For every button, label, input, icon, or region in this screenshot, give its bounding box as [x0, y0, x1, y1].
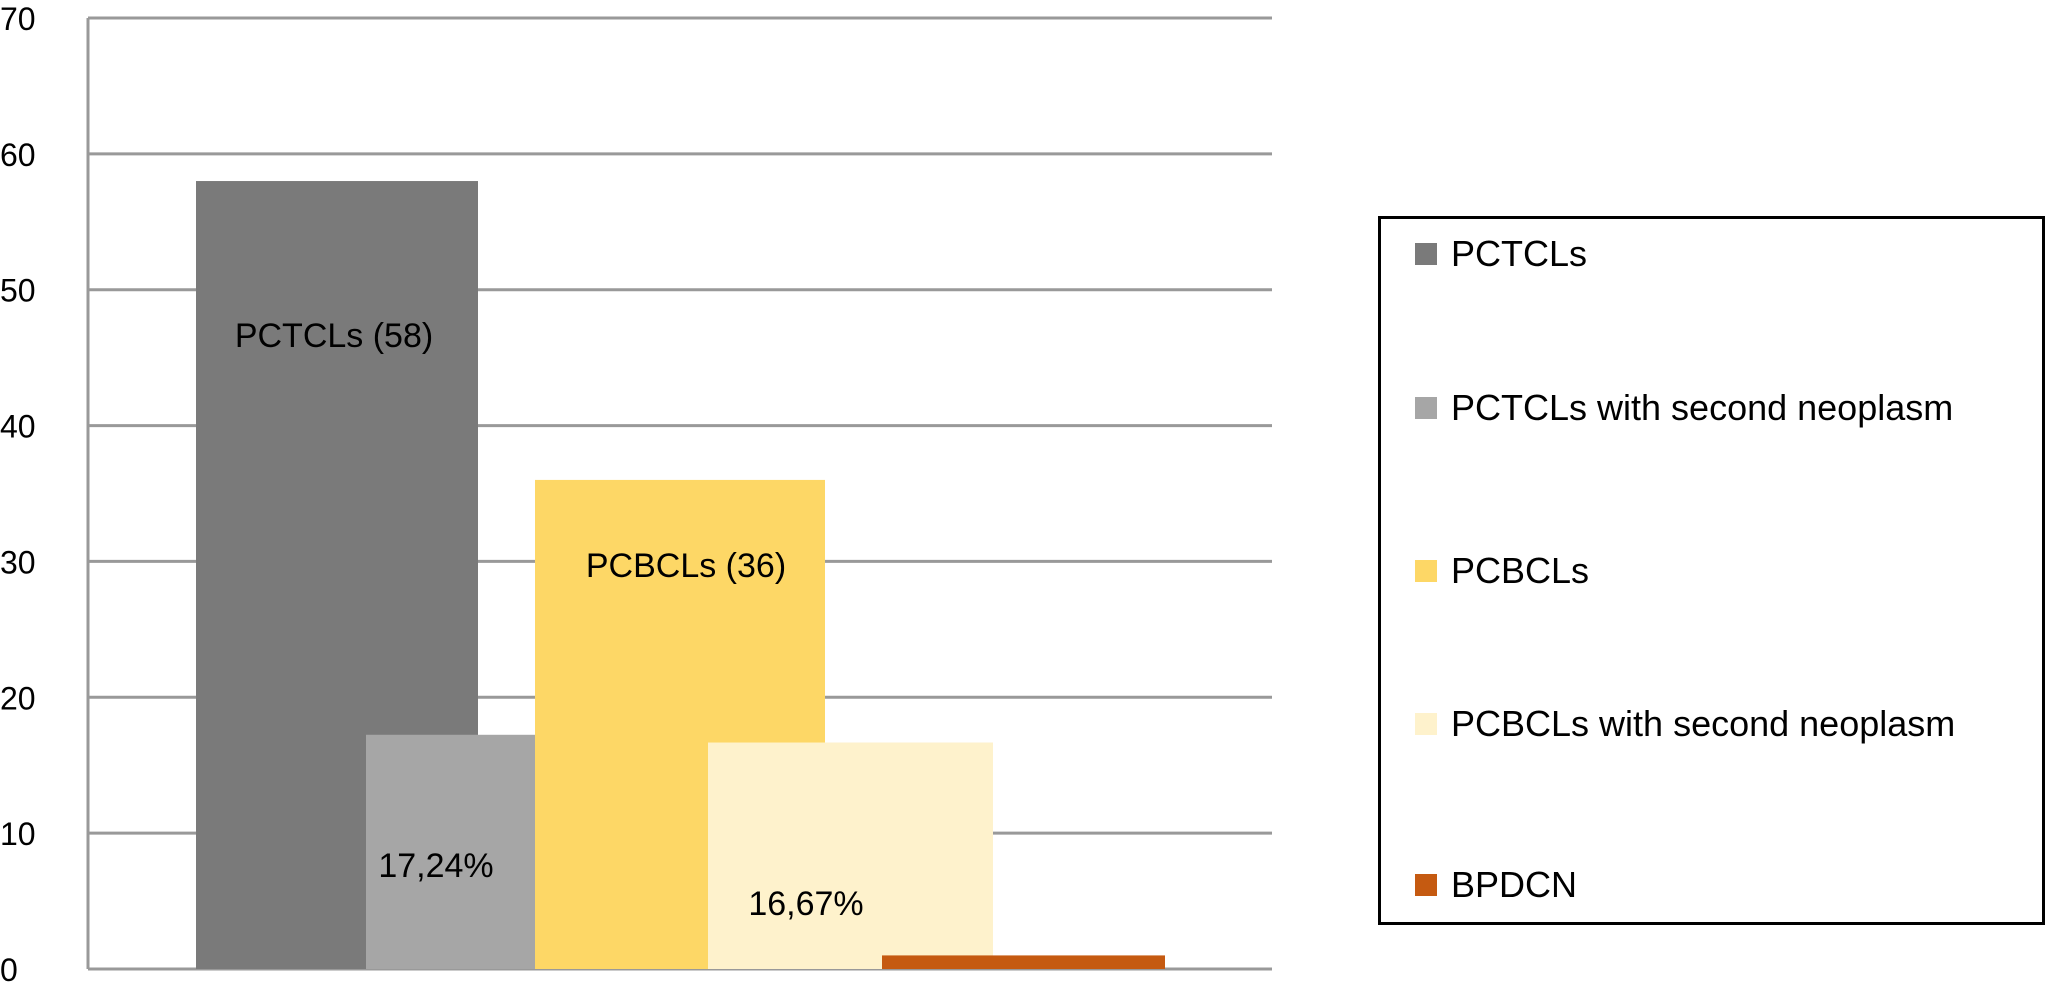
legend-label: PCBCLs	[1451, 550, 1590, 591]
y-tick-label: 0	[0, 952, 18, 988]
legend-item: PCTCLs	[1415, 233, 1587, 275]
bar-pcbcls-with-second-neoplasm	[708, 742, 993, 969]
bar-bpdcn	[882, 955, 1165, 969]
data-label: PCTCLs (58)	[235, 317, 433, 355]
data-label: PCBCLs (36)	[586, 547, 786, 585]
data-label: 16,67%	[748, 885, 863, 923]
legend-item: PCBCLs with second neoplasm	[1415, 703, 1955, 745]
legend-swatch	[1415, 560, 1437, 582]
legend-swatch	[1415, 874, 1437, 896]
y-tick-label: 60	[0, 137, 36, 173]
y-tick-label: 10	[0, 816, 36, 852]
legend-label: PCTCLs with second neoplasm	[1451, 387, 1954, 428]
legend-item: PCBCLs	[1415, 550, 1589, 592]
bar-pctcls-with-second-neoplasm	[366, 734, 535, 969]
y-tick-label: 20	[0, 680, 36, 716]
y-tick-label: 30	[0, 544, 36, 580]
data-label: 17,24%	[378, 847, 493, 885]
legend-label: PCTCLs	[1451, 233, 1588, 274]
legend-label: BPDCN	[1451, 864, 1578, 905]
legend-swatch	[1415, 243, 1437, 265]
y-tick-label: 70	[0, 1, 36, 37]
legend-swatch	[1415, 397, 1437, 419]
legend-item: BPDCN	[1415, 864, 1577, 906]
legend-swatch	[1415, 713, 1437, 735]
legend-item: PCTCLs with second neoplasm	[1415, 387, 1953, 429]
y-tick-label: 40	[0, 409, 36, 445]
legend-label: PCBCLs with second neoplasm	[1451, 703, 1956, 744]
y-tick-label: 50	[0, 273, 36, 309]
legend: PCTCLs PCTCLs with second neoplasm PCBCLs P…	[1378, 216, 2045, 925]
